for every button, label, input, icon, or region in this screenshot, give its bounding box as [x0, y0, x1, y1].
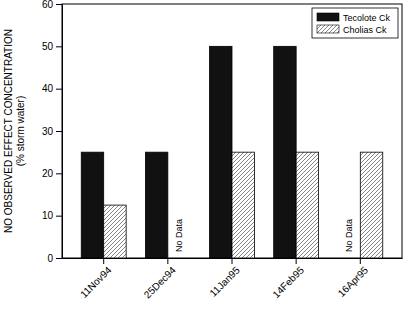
y-tick-label: 40	[42, 83, 54, 94]
legend-label: Tecolote Ck	[343, 13, 391, 23]
bar	[296, 152, 318, 258]
x-tick-mark	[360, 258, 361, 264]
y-tick: 60	[42, 0, 62, 10]
x-axis: 11Nov94 25Dec94 11Jan95 14Feb95 16Apr95	[63, 258, 403, 300]
x-tick-mark	[232, 258, 233, 264]
y-axis-line	[62, 5, 63, 259]
y-tick-mark	[56, 89, 62, 90]
y-tick-mark	[56, 4, 62, 5]
bar	[104, 205, 126, 258]
legend-item: Cholias Ck	[317, 25, 387, 35]
x-tick-label: 16Apr95	[336, 264, 371, 299]
x-tick: 16Apr95	[336, 258, 371, 299]
y-tick: 40	[42, 83, 62, 94]
y-tick-mark	[56, 46, 62, 47]
bar	[81, 152, 103, 258]
bar	[145, 152, 167, 258]
y-tick-label: 0	[47, 253, 53, 264]
y-tick-mark	[56, 131, 62, 132]
chart: 0 10 20 30 40 50 60 11Nov94 25Dec94 11Jan95 14Feb9…	[0, 0, 407, 320]
y-tick-mark	[56, 173, 62, 174]
x-tick-label: 11Jan95	[208, 264, 243, 299]
y-tick-label: 10	[42, 210, 54, 221]
x-tick-label: 11Nov94	[78, 264, 114, 300]
y-tick-label: 60	[42, 0, 54, 10]
x-tick-label: 25Dec94	[142, 264, 178, 300]
legend-item: Tecolote Ck	[317, 13, 391, 23]
x-tick-mark	[167, 258, 168, 264]
bar	[274, 46, 296, 258]
y-tick: 30	[42, 126, 62, 137]
y-tick-label: 50	[42, 41, 54, 52]
x-tick-mark	[103, 258, 104, 264]
annotation: No Data	[344, 219, 354, 252]
x-tick: 11Jan95	[208, 258, 243, 299]
legend-box	[312, 8, 398, 38]
legend-label: Cholias Ck	[343, 25, 387, 35]
y-tick: 10	[42, 210, 62, 221]
x-tick: 14Feb95	[270, 258, 306, 300]
plot-frame	[62, 4, 402, 258]
x-tick: 25Dec94	[142, 258, 178, 300]
bars	[81, 46, 383, 258]
bar	[360, 152, 382, 258]
legend-swatch	[317, 25, 339, 33]
x-tick-label: 14Feb95	[270, 264, 306, 300]
y-tick-label: 20	[42, 168, 54, 179]
x-tick: 11Nov94	[78, 258, 114, 300]
y-tick: 50	[42, 41, 62, 52]
y-tick-mark	[56, 258, 62, 259]
y-axis-title: (% storm water)	[15, 96, 26, 167]
x-tick-mark	[296, 258, 297, 264]
y-tick: 20	[42, 168, 62, 179]
bar	[232, 152, 254, 258]
y-tick-label: 30	[42, 126, 54, 137]
y-tick-mark	[56, 216, 62, 217]
y-axis-title: NO OBSERVED EFFECT CONCENTRATION	[3, 29, 14, 233]
y-tick: 0	[47, 253, 62, 264]
bar	[210, 46, 232, 258]
annotation: No Data	[174, 219, 184, 252]
legend-swatch	[317, 13, 339, 21]
y-axis: 0 10 20 30 40 50 60	[42, 0, 63, 264]
legend: Tecolote Ck Cholias Ck	[312, 8, 398, 38]
